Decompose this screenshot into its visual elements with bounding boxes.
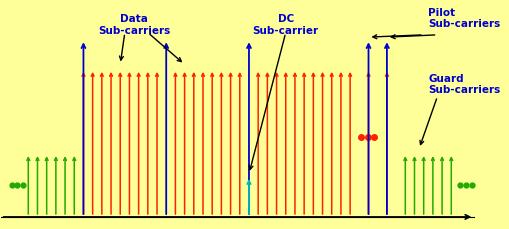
Text: Pilot
Sub-carriers: Pilot Sub-carriers [428, 8, 499, 29]
Text: Data
Sub-carriers: Data Sub-carriers [98, 14, 170, 35]
Text: Guard
Sub-carriers: Guard Sub-carriers [428, 74, 499, 95]
Text: DC
Sub-carrier: DC Sub-carrier [252, 14, 318, 35]
